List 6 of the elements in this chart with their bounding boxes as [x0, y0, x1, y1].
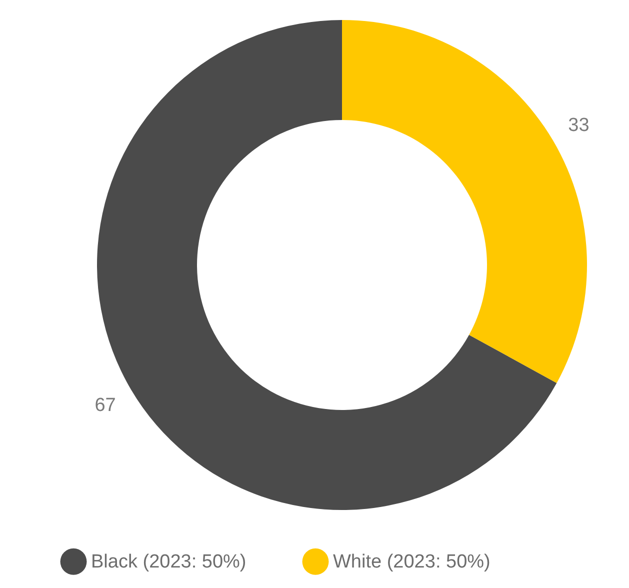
legend-label: White (2023: 50%): [333, 552, 490, 573]
data-label: 33: [568, 115, 590, 136]
donut-slice: [342, 20, 587, 384]
data-label: 67: [94, 394, 116, 416]
donut-slice: [97, 20, 557, 510]
legend-label: Black (2023: 50%): [91, 552, 246, 573]
